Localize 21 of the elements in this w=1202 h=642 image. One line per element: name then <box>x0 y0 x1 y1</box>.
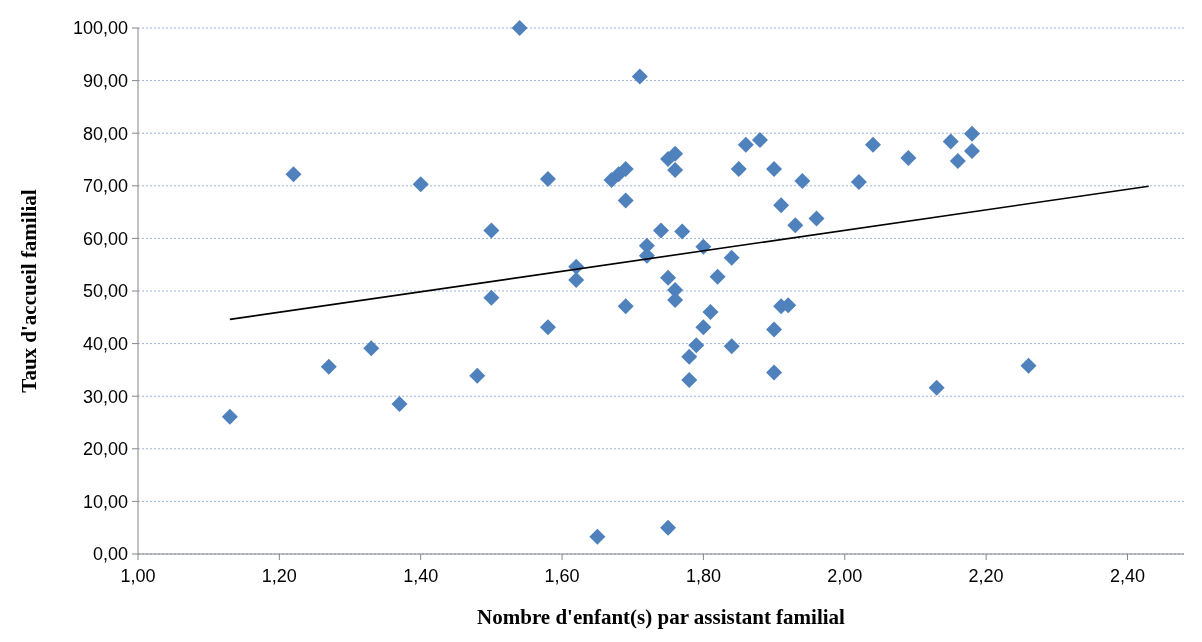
x-tick-label: 1,60 <box>544 566 580 586</box>
y-tick-label: 0,00 <box>92 544 128 565</box>
y-tick-label: 70,00 <box>82 176 128 197</box>
x-tick-label: 1,00 <box>120 566 156 586</box>
y-tick-label: 50,00 <box>82 281 128 302</box>
y-tick-label: 60,00 <box>82 228 128 249</box>
x-tick-label: 1,40 <box>403 566 439 586</box>
x-tick-label: 2,00 <box>827 566 863 586</box>
y-tick-label: 20,00 <box>82 439 128 460</box>
y-tick-label: 40,00 <box>82 333 128 354</box>
y-tick-label: 100,00 <box>72 18 128 39</box>
x-tick-label: 2,40 <box>1109 566 1145 586</box>
y-tick-label: 80,00 <box>82 123 128 144</box>
y-tick-label: 30,00 <box>82 386 128 407</box>
y-tick-label: 10,00 <box>82 491 128 512</box>
x-tick-label: 1,80 <box>685 566 721 586</box>
x-tick-label: 1,20 <box>261 566 297 586</box>
y-axis-title: Taux d'accueil familial <box>17 189 41 393</box>
x-tick-label: 2,20 <box>968 566 1004 586</box>
x-axis-title: Nombre d'enfant(s) par assistant familial <box>477 605 846 629</box>
y-tick-label: 90,00 <box>82 70 128 91</box>
